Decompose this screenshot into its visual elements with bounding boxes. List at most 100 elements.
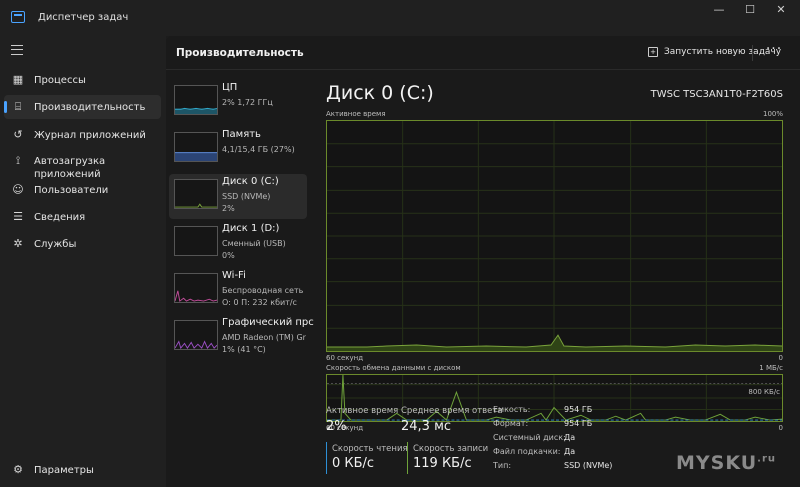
device-stat: SSD (NVMe) bbox=[222, 192, 271, 201]
disk-1-thumbnail bbox=[174, 226, 218, 256]
transfer-graph-max: 1 МБ/с bbox=[759, 364, 783, 372]
format-key: Формат: bbox=[493, 419, 529, 428]
page-title: Производительность bbox=[176, 47, 304, 59]
run-new-task-label: Запустить новую задачу bbox=[664, 47, 782, 57]
capacity-value: 954 ГБ bbox=[564, 405, 593, 414]
device-list: ЦП 2% 1,72 ГГц Память 4,1/15,4 ГБ (27%) … bbox=[166, 72, 314, 487]
grid-icon: ▦ bbox=[12, 73, 24, 86]
gear-icon: ⚙ bbox=[13, 463, 23, 476]
new-task-icon: + bbox=[648, 47, 658, 57]
device-name: Графический прс bbox=[222, 317, 314, 328]
write-speed-marker bbox=[407, 442, 408, 474]
title-bar: Диспетчер задач — ☐ ✕ bbox=[0, 0, 800, 36]
sidebar-item-label: Параметры bbox=[34, 465, 94, 476]
sidebar-item-app-history[interactable]: ↺ Журнал приложений bbox=[4, 123, 161, 147]
device-gpu[interactable]: Графический прс AMD Radeon (TM) Grap 1% … bbox=[169, 315, 314, 360]
active-time-graph bbox=[326, 120, 783, 352]
disk-0-thumbnail bbox=[174, 179, 218, 209]
device-usage: О: 0 П: 232 кбит/с bbox=[222, 298, 297, 307]
device-cpu[interactable]: ЦП 2% 1,72 ГГц bbox=[169, 80, 307, 125]
device-name: Wi-Fi bbox=[222, 270, 246, 281]
transfer-rate-graph bbox=[326, 374, 783, 422]
hamburger-menu-icon[interactable] bbox=[11, 45, 23, 55]
sidebar-item-processes[interactable]: ▦ Процессы bbox=[4, 68, 161, 92]
disk-title: Диск 0 (C:) bbox=[326, 82, 434, 104]
sidebar-item-startup[interactable]: ⟟ Автозагрузка приложений bbox=[4, 154, 161, 180]
device-usage: 2% bbox=[222, 204, 235, 213]
active-time-graph-max: 100% bbox=[762, 110, 783, 118]
chart-icon: ⌸ bbox=[14, 100, 22, 113]
sidebar-item-users[interactable]: ☺ Пользователи bbox=[4, 178, 161, 202]
transfer-graph-xlabel: 60 секунд bbox=[326, 424, 364, 432]
transfer-graph-mid: 800 КБ/с bbox=[748, 388, 780, 396]
minimize-button[interactable]: — bbox=[713, 3, 725, 16]
page-file-value: Да bbox=[564, 447, 576, 456]
avg-response-value: 24,3 мс bbox=[401, 419, 452, 434]
active-time-value: 2% bbox=[326, 419, 347, 434]
memory-thumbnail bbox=[174, 132, 218, 162]
active-time-graph-xlabel: 60 секунд bbox=[326, 354, 364, 362]
watermark: MYSKU.ru bbox=[676, 452, 777, 474]
sidebar-item-performance[interactable]: ⌸ Производительность bbox=[4, 95, 161, 119]
device-disk-0[interactable]: Диск 0 (C:) SSD (NVMe) 2% bbox=[169, 174, 307, 219]
device-name: Память bbox=[222, 129, 261, 140]
device-disk-1[interactable]: Диск 1 (D:) Сменный (USB) 0% bbox=[169, 221, 307, 266]
transfer-graph-xmin: 0 bbox=[778, 424, 783, 432]
page-file-key: Файл подкачки: bbox=[493, 447, 561, 456]
wifi-thumbnail bbox=[174, 273, 218, 303]
active-time-graph-xmin: 0 bbox=[778, 354, 783, 362]
main-panel: Производительность + Запустить новую зад… bbox=[166, 36, 800, 487]
list-icon: ☰ bbox=[13, 210, 23, 223]
more-options-button[interactable]: ··· bbox=[765, 41, 783, 57]
transfer-graph-label: Скорость обмена данными с диском bbox=[326, 364, 461, 372]
sidebar-item-label: Сведения bbox=[34, 212, 86, 223]
sidebar-item-services[interactable]: ✲ Службы bbox=[4, 232, 161, 256]
disk-stats: Активное время 2% Среднее время ответа 2… bbox=[326, 404, 800, 486]
device-usage: 1% (41 °C) bbox=[222, 345, 266, 354]
page-header: Производительность + Запустить новую зад… bbox=[166, 36, 800, 70]
active-time-label: Активное время bbox=[326, 406, 399, 416]
sidebar-item-details[interactable]: ☰ Сведения bbox=[4, 205, 161, 229]
disk-detail-panel: Диск 0 (C:) TWSC TSC3AN1T0-F2T60S Активн… bbox=[312, 72, 800, 487]
device-stat: 2% 1,72 ГГц bbox=[222, 98, 273, 107]
format-value: 954 ГБ bbox=[564, 419, 593, 428]
device-usage: 0% bbox=[222, 251, 235, 260]
type-value: SSD (NVMe) bbox=[564, 461, 613, 470]
device-wifi[interactable]: Wi-Fi Беспроводная сеть О: 0 П: 232 кбит… bbox=[169, 268, 307, 313]
read-speed-label: Скорость чтения bbox=[332, 444, 408, 454]
write-speed-label: Скорость записи bbox=[413, 444, 489, 454]
capacity-key: Емкость: bbox=[493, 405, 531, 414]
disk-model: TWSC TSC3AN1T0-F2T60S bbox=[650, 89, 783, 100]
device-name: ЦП bbox=[222, 82, 238, 93]
device-stat: AMD Radeon (TM) Grap bbox=[222, 333, 306, 342]
sidebar-item-label: Службы bbox=[34, 239, 77, 250]
history-icon: ↺ bbox=[13, 128, 23, 141]
sidebar-item-label: Производительность bbox=[34, 102, 146, 113]
startup-icon: ⟟ bbox=[15, 154, 21, 167]
gpu-thumbnail bbox=[174, 320, 218, 350]
sidebar-item-label: Процессы bbox=[34, 75, 86, 86]
close-button[interactable]: ✕ bbox=[776, 3, 786, 16]
puzzle-icon: ✲ bbox=[13, 237, 23, 250]
write-speed-value: 119 КБ/с bbox=[413, 456, 472, 471]
sidebar-item-label: Автозагрузка приложений bbox=[34, 156, 106, 180]
device-stat: Сменный (USB) bbox=[222, 239, 286, 248]
sidebar-item-settings[interactable]: ⚙ Параметры bbox=[4, 458, 161, 482]
sidebar: ▦ Процессы ⌸ Производительность ↺ Журнал… bbox=[0, 36, 166, 487]
device-memory[interactable]: Память 4,1/15,4 ГБ (27%) bbox=[169, 127, 307, 172]
device-stat: Беспроводная сеть bbox=[222, 286, 304, 295]
task-manager-icon bbox=[11, 11, 25, 23]
type-key: Тип: bbox=[493, 461, 512, 470]
maximize-button[interactable]: ☐ bbox=[745, 3, 755, 16]
read-speed-value: 0 КБ/с bbox=[332, 456, 375, 471]
sidebar-item-label: Журнал приложений bbox=[34, 130, 146, 141]
window-title: Диспетчер задач bbox=[38, 12, 129, 23]
active-time-graph-label: Активное время bbox=[326, 110, 386, 118]
cpu-thumbnail bbox=[174, 85, 218, 115]
avg-response-label: Среднее время ответа bbox=[401, 406, 503, 416]
device-stat: 4,1/15,4 ГБ (27%) bbox=[222, 145, 295, 154]
device-name: Диск 1 (D:) bbox=[222, 223, 280, 234]
sidebar-item-label: Пользователи bbox=[34, 185, 109, 196]
users-icon: ☺ bbox=[12, 183, 24, 196]
read-speed-marker bbox=[326, 442, 327, 474]
